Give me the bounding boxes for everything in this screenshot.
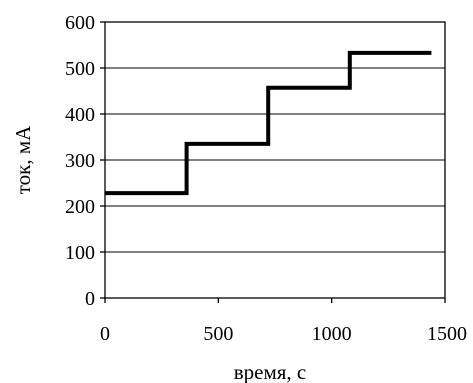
series-line-0 — [105, 50, 432, 196]
grid-lines — [105, 67, 445, 253]
x-axis-label: время, с — [234, 360, 307, 383]
y-tick-label: 500 — [65, 58, 95, 80]
x-tick-label: 0 — [100, 323, 110, 345]
y-tick-label: 600 — [65, 12, 95, 34]
y-tick-label: 400 — [65, 104, 95, 126]
x-tick-label: 1000 — [312, 323, 352, 345]
y-tick-label: 100 — [65, 242, 95, 264]
y-axis-label: ток, мА — [11, 125, 35, 194]
y-tick-label: 0 — [85, 288, 95, 310]
x-tick-label: 1500 — [427, 323, 467, 345]
y-tick-labels: 0 100 200 300 400 500 600 — [65, 12, 105, 310]
y-tick-label: 300 — [65, 150, 95, 172]
x-tick-labels: 0 500 1000 1500 — [100, 298, 467, 345]
x-tick-label: 500 — [203, 323, 233, 345]
series-layer — [105, 50, 432, 196]
y-tick-label: 200 — [65, 196, 95, 218]
